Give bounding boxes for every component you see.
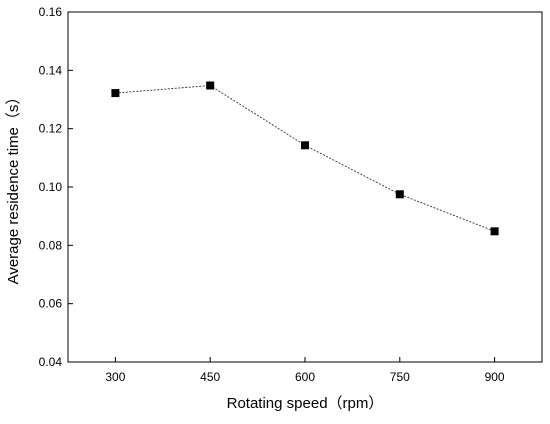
x-axis-title: Rotating speed（rpm）	[227, 395, 384, 412]
data-point	[490, 227, 499, 236]
series-group	[111, 81, 499, 236]
x-tick-label: 750	[390, 370, 410, 384]
y-axis: 0.04 0.06 0.08 0.10 0.12 0.14 0.16	[39, 5, 73, 369]
plot-frame	[67, 11, 543, 363]
x-tick-label: 900	[485, 370, 505, 384]
y-tick-label: 0.06	[39, 297, 63, 311]
series-line	[115, 85, 495, 232]
y-tick-label: 0.16	[39, 5, 63, 19]
y-tick-label: 0.12	[39, 122, 63, 136]
y-tick-label: 0.08	[39, 238, 63, 252]
data-point	[206, 81, 215, 90]
y-tick-label: 0.14	[39, 63, 63, 77]
y-axis-title: Average residence time（s）	[5, 90, 22, 285]
x-axis: 300 450 600 750 900	[105, 357, 505, 384]
x-tick-label: 300	[105, 370, 125, 384]
x-tick-label: 600	[295, 370, 315, 384]
y-tick-label: 0.10	[39, 180, 63, 194]
data-point	[301, 141, 309, 150]
y-tick-label: 0.04	[39, 355, 63, 369]
x-tick-label: 450	[200, 370, 220, 384]
data-point	[111, 89, 120, 98]
data-point	[395, 190, 404, 199]
